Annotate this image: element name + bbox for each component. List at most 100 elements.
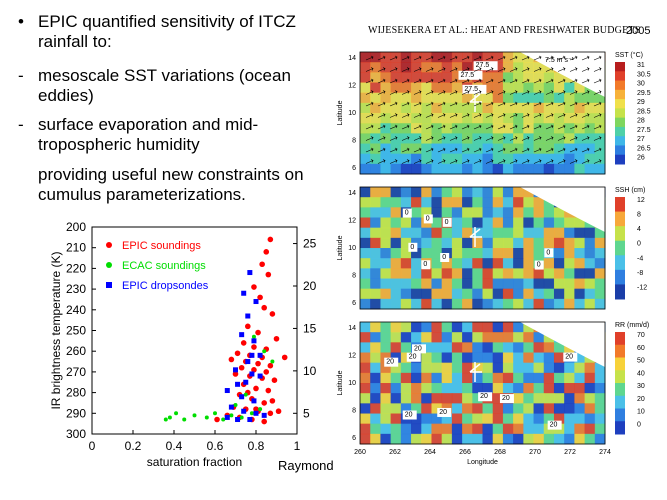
map-cell: [533, 92, 545, 104]
map-cell: [421, 153, 432, 165]
map-cell: [533, 113, 545, 124]
map-cell: [553, 278, 565, 290]
data-point: [249, 352, 255, 358]
map-cell: [360, 62, 371, 73]
wind-arrow: [497, 101, 506, 107]
map-cell: [421, 102, 432, 114]
map-cell: [523, 163, 535, 175]
wind-arrow: [533, 136, 542, 141]
colorbar-label: 12: [637, 197, 645, 204]
map-cell: [482, 423, 494, 435]
wind-arrow: [533, 124, 542, 130]
map-cell: [451, 62, 463, 73]
map-cell: [472, 258, 483, 269]
map-cell: [574, 217, 586, 229]
map-cell: [543, 403, 555, 414]
map-cell: [574, 163, 586, 175]
map-cell: [380, 52, 392, 63]
map-cell: [543, 342, 555, 353]
map-cell: [492, 332, 504, 343]
data-point: [258, 407, 263, 412]
contour-label-box: [412, 344, 427, 354]
map-cell: [370, 362, 381, 374]
map-cell: [492, 298, 504, 310]
map-cell: [502, 433, 514, 445]
data-point: [253, 410, 259, 416]
wind-arrow: [545, 101, 554, 107]
data-point: [174, 411, 179, 416]
map-cell: [543, 258, 555, 269]
wind-arrow: [485, 101, 494, 107]
map-cell: [502, 372, 514, 384]
map-cell: [360, 52, 371, 63]
map-cell: [574, 268, 586, 279]
map-cell: [370, 207, 381, 218]
map-cell: [431, 352, 443, 364]
map-cell: [451, 102, 463, 114]
wind-arrow: [521, 90, 530, 95]
wind-arrow: [521, 159, 530, 164]
wind-arrow: [569, 147, 578, 153]
wind-arrow: [569, 159, 578, 164]
map-cell: [574, 133, 586, 144]
map-cell: [411, 393, 422, 404]
map-cell: [390, 393, 402, 404]
wind-arrow: [377, 67, 386, 72]
map-cell: [472, 217, 483, 229]
map-cell: [411, 123, 422, 134]
map-cell: [584, 92, 596, 104]
data-point: [249, 411, 254, 416]
map-cell: [421, 72, 432, 83]
map-cell: [462, 163, 473, 175]
data-point: [261, 412, 267, 418]
paper-year: 2005: [626, 25, 651, 37]
data-point: [235, 417, 241, 423]
colorbar-segment: [615, 357, 625, 371]
contour-label-box: [544, 248, 554, 258]
map-cell: [472, 268, 483, 279]
map-cell: [451, 342, 463, 353]
map-cell: [360, 143, 371, 155]
map-cell: [411, 52, 422, 63]
map-cell: [431, 113, 443, 124]
wind-arrow: [425, 136, 434, 141]
map-cell: [543, 143, 555, 155]
wind-arrow: [425, 55, 434, 61]
map-cell: [574, 423, 586, 435]
map-cell: [360, 362, 371, 374]
map-cell: [472, 113, 483, 124]
map-cell: [502, 403, 514, 414]
data-point: [269, 398, 276, 404]
map-cell: [543, 393, 555, 404]
map-cell: [574, 143, 586, 155]
colorbar-label: -4: [637, 255, 643, 262]
map-cell: [400, 383, 412, 394]
map-cell: [370, 383, 381, 394]
map-cell: [482, 258, 494, 269]
map-cell: [523, 298, 535, 310]
map-cell: [564, 113, 575, 124]
map-cell: [594, 248, 606, 259]
map-cell: [360, 258, 371, 269]
data-point: [245, 313, 251, 319]
map-cell: [543, 278, 555, 290]
map-cell: [523, 288, 535, 300]
map-cell: [441, 383, 453, 394]
map-cell: [502, 133, 514, 144]
colorbar-segment: [615, 395, 625, 409]
map-cell: [441, 102, 453, 114]
wind-arrow: [401, 159, 410, 164]
map-cell: [564, 362, 575, 374]
map-cell: [533, 278, 545, 290]
map-cell: [462, 248, 473, 259]
map-cell: [411, 207, 422, 218]
wind-arrow: [509, 101, 518, 107]
map-cell: [360, 322, 371, 333]
map-cell: [533, 197, 545, 208]
map-cell: [462, 278, 473, 290]
map-cell: [360, 207, 371, 218]
map-cell: [400, 92, 412, 104]
map-cell: [574, 248, 586, 259]
wind-arrow: [557, 67, 566, 72]
map-cell: [451, 123, 463, 134]
